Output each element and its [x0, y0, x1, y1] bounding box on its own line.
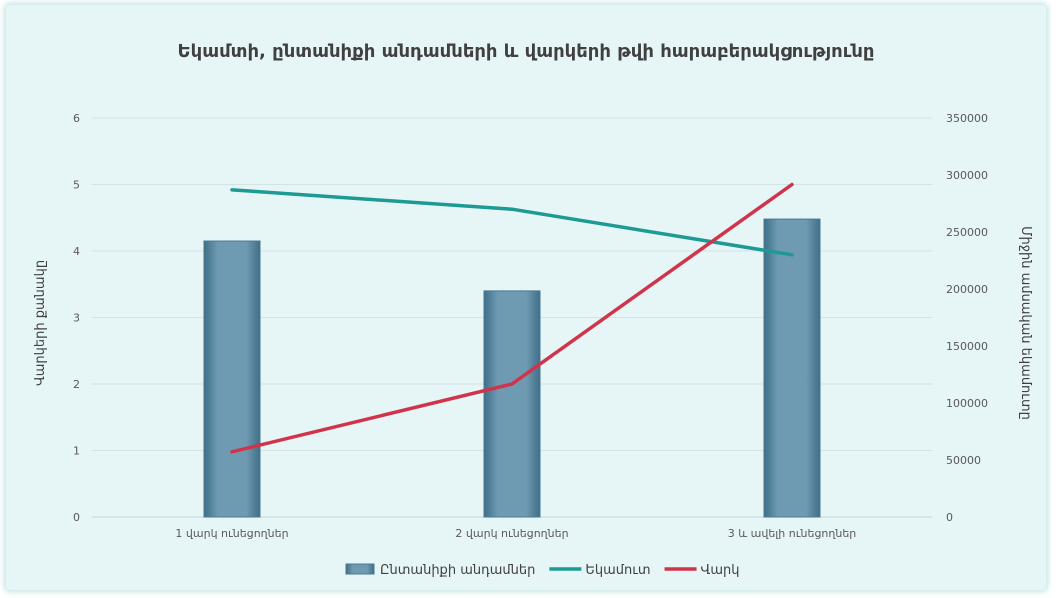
bar — [203, 240, 261, 518]
legend-label: Եկամուտ — [585, 563, 650, 578]
y-axis-right-title: Միջին ամսական եկամուտը — [1018, 226, 1033, 420]
y-left-tick-label: 3 — [73, 312, 80, 325]
y-right-tick-label: 100000 — [946, 397, 988, 410]
legend-swatch-bar — [345, 563, 375, 575]
x-tick-label: 3 և ավելի ունեցողներ — [728, 527, 857, 540]
y-right-tick-label: 0 — [946, 511, 953, 524]
y-right-tick-label: 300000 — [946, 169, 988, 182]
bars — [203, 218, 821, 518]
y-left-tick-label: 5 — [73, 179, 80, 192]
chart-card: Եկամտի, ընտանիքի անդամների և վարկերի թվի… — [6, 5, 1046, 590]
chart-title: Եկամտի, ընտանիքի անդամների և վարկերի թվի… — [178, 41, 875, 62]
y-right-tick-label: 200000 — [946, 283, 988, 296]
y-right-tick-label: 50000 — [946, 454, 981, 467]
series-line — [230, 188, 794, 257]
y-left-tick-label: 4 — [73, 245, 80, 258]
y-left-tick-label: 0 — [73, 511, 80, 524]
bar — [483, 290, 541, 518]
bar — [763, 218, 821, 518]
legend-label: Ընտանիքի անդամներ — [380, 563, 535, 578]
lines — [230, 182, 794, 454]
y-right-tick-label: 150000 — [946, 340, 988, 353]
x-tick-label: 2 վարկ ունեցողներ — [455, 527, 568, 540]
y-left-tick-label: 1 — [73, 445, 80, 458]
y-axis-left-title: Վարկերի քանակը — [33, 260, 48, 386]
legend: Ընտանիքի անդամներ Եկամուտ Վարկ — [345, 563, 740, 578]
y-right-tick-label: 350000 — [946, 112, 988, 125]
series-line — [230, 182, 794, 454]
y-right-tick-label: 250000 — [946, 226, 988, 239]
legend-label: Վարկ — [701, 563, 740, 578]
x-tick-label: 1 վարկ ունեցողներ — [175, 527, 288, 540]
chart: Եկամտի, ընտանիքի անդամների և վարկերի թվի… — [33, 41, 1033, 578]
y-left-tick-label: 6 — [73, 112, 80, 125]
y-left-tick-label: 2 — [73, 378, 80, 391]
axis-ticks: 0 1 2 3 4 5 6 0 50000 100000 150000 200000 250000 300… — [73, 112, 988, 540]
